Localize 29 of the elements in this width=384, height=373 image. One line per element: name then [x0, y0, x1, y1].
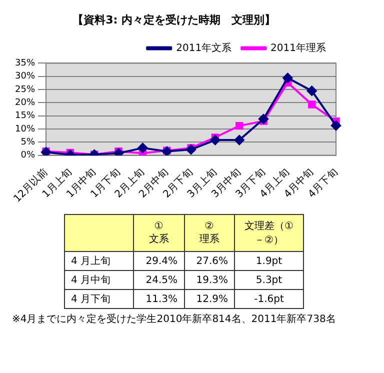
text: 理系 [198, 232, 220, 246]
legend-label: 2011年理系 [270, 42, 326, 54]
text: -1.6pt [234, 290, 304, 308]
text: 4 月下旬 [64, 290, 134, 308]
y-tick-label: 5% [20, 137, 36, 148]
text: 29.4% [134, 252, 184, 270]
text: 1.9pt [234, 252, 304, 270]
text: 5.3pt [234, 270, 304, 290]
text: 文系 [148, 232, 170, 246]
y-tick-label: 15% [14, 111, 36, 122]
y-tick-label: 30% [14, 72, 36, 82]
y-tick-label: 35% [14, 58, 36, 69]
text: 11.3% [134, 290, 184, 308]
text: 4 月中旬 [64, 270, 134, 290]
y-tick-label: 20% [14, 98, 36, 108]
text: ② [204, 220, 215, 232]
y-tick-label: 0% [20, 150, 36, 161]
y-tick-label: 10% [14, 124, 36, 134]
legend-label: 2011年文系 [176, 42, 232, 54]
text: ① [153, 220, 164, 232]
text: 12.9% [184, 290, 234, 308]
text: 4 月上旬 [64, 252, 134, 270]
text: 19.3% [184, 270, 234, 290]
text: ※4月までに内々定を受けた学生2010年新卒814名、2011年新卒738名 [12, 312, 337, 326]
chart-title: 【資料3: 内々定を受けた時期 文理別】 [72, 13, 276, 26]
text: 文理差（①－②） [234, 214, 304, 252]
y-tick-label: 25% [14, 84, 36, 95]
text: 24.5% [134, 270, 184, 290]
text: 27.6% [184, 252, 234, 270]
